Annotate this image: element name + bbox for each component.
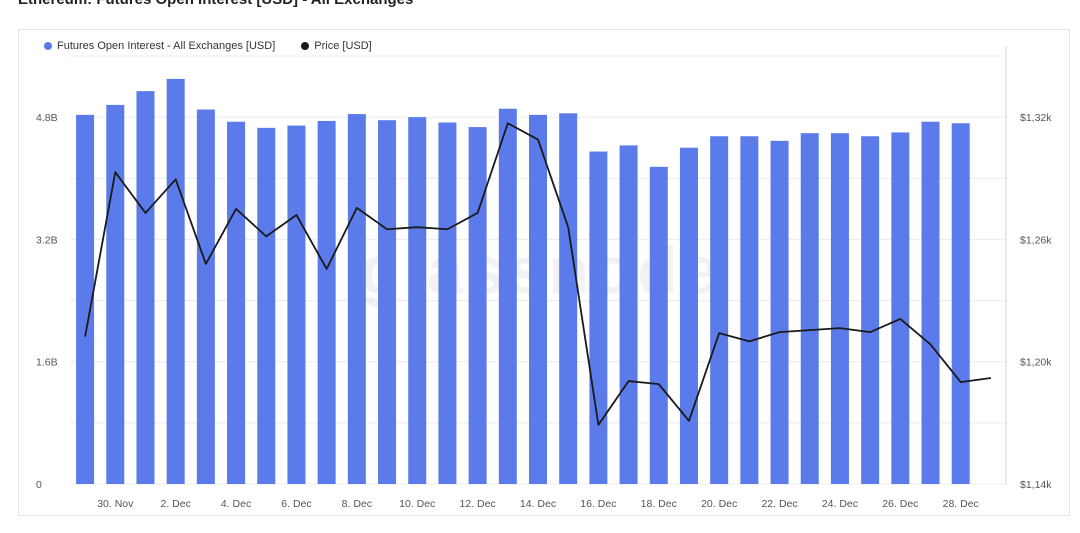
- x-tick-label: 28. Dec: [943, 498, 979, 510]
- y-left-tick-label: 1.6B: [36, 357, 58, 369]
- bar-open-interest: [679, 147, 698, 484]
- y-right-tick-label: $1,32k: [1020, 112, 1052, 124]
- bar-open-interest: [559, 113, 578, 485]
- bar-open-interest: [619, 145, 638, 484]
- bar-open-interest: [196, 109, 215, 484]
- legend-label-open-interest: Futures Open Interest - All Exchanges [U…: [57, 40, 276, 52]
- y-left-tick-label: 3.2B: [36, 234, 58, 246]
- bar-open-interest: [347, 114, 366, 484]
- bar-open-interest: [710, 136, 729, 484]
- x-tick-label: 26. Dec: [882, 498, 918, 510]
- x-tick-label: 10. Dec: [399, 498, 435, 510]
- bar-open-interest: [951, 123, 970, 484]
- x-tick-label: 4. Dec: [221, 498, 251, 510]
- x-tick-label: 22. Dec: [761, 498, 797, 510]
- chart-legend: Futures Open Interest - All Exchanges [U…: [44, 40, 372, 52]
- legend-dot-open-interest: [44, 42, 52, 50]
- bar-open-interest: [830, 133, 849, 484]
- x-tick-label: 18. Dec: [641, 498, 677, 510]
- bar-open-interest: [106, 104, 125, 485]
- bar-open-interest: [378, 120, 397, 484]
- bar-open-interest: [468, 127, 487, 484]
- x-tick-label: 24. Dec: [822, 498, 858, 510]
- x-tick-label: 30. Nov: [97, 498, 134, 510]
- bar-open-interest: [257, 127, 276, 484]
- price-line: [84, 122, 992, 426]
- bar-open-interest: [438, 122, 457, 484]
- y-left-tick-label: 4.8B: [36, 112, 58, 124]
- bar-open-interest: [649, 166, 668, 485]
- bar-open-interest: [166, 78, 185, 484]
- bar-open-interest: [861, 136, 880, 484]
- x-tick-label: 2. Dec: [160, 498, 190, 510]
- bar-open-interest: [408, 117, 427, 485]
- bar-open-interest: [76, 114, 95, 484]
- y-right-tick-label: $1,14k: [1020, 479, 1052, 491]
- y-right-tick-label: $1,26k: [1020, 234, 1052, 246]
- x-tick-label: 8. Dec: [342, 498, 372, 510]
- bar-open-interest: [529, 114, 547, 484]
- bar-open-interest: [770, 140, 789, 485]
- x-tick-label: 16. Dec: [580, 498, 616, 510]
- bar-open-interest: [498, 108, 517, 484]
- bar-open-interest: [589, 151, 608, 485]
- bar-open-interest: [740, 136, 759, 484]
- legend-item-price[interactable]: Price [USD]: [301, 40, 372, 52]
- bar-open-interest: [800, 133, 819, 484]
- bar-open-interest: [891, 132, 910, 484]
- legend-item-open-interest[interactable]: Futures Open Interest - All Exchanges [U…: [44, 40, 275, 52]
- x-tick-label: 14. Dec: [520, 498, 556, 510]
- bar-open-interest: [921, 121, 940, 484]
- legend-label-price: Price [USD]: [314, 40, 372, 52]
- bar-open-interest: [227, 121, 246, 484]
- x-tick-label: 6. Dec: [281, 498, 311, 510]
- legend-dot-price: [301, 42, 310, 50]
- page-title: Ethereum: Futures Open Interest [USD] - …: [18, 0, 413, 8]
- bar-open-interest: [317, 120, 336, 484]
- bar-open-interest: [287, 125, 306, 485]
- x-tick-label: 12. Dec: [460, 498, 496, 510]
- y-right-tick-label: $1,20k: [1020, 357, 1052, 369]
- bar-open-interest: [136, 91, 155, 485]
- x-tick-label: 20. Dec: [701, 498, 737, 510]
- y-left-tick-label: 0: [36, 479, 42, 491]
